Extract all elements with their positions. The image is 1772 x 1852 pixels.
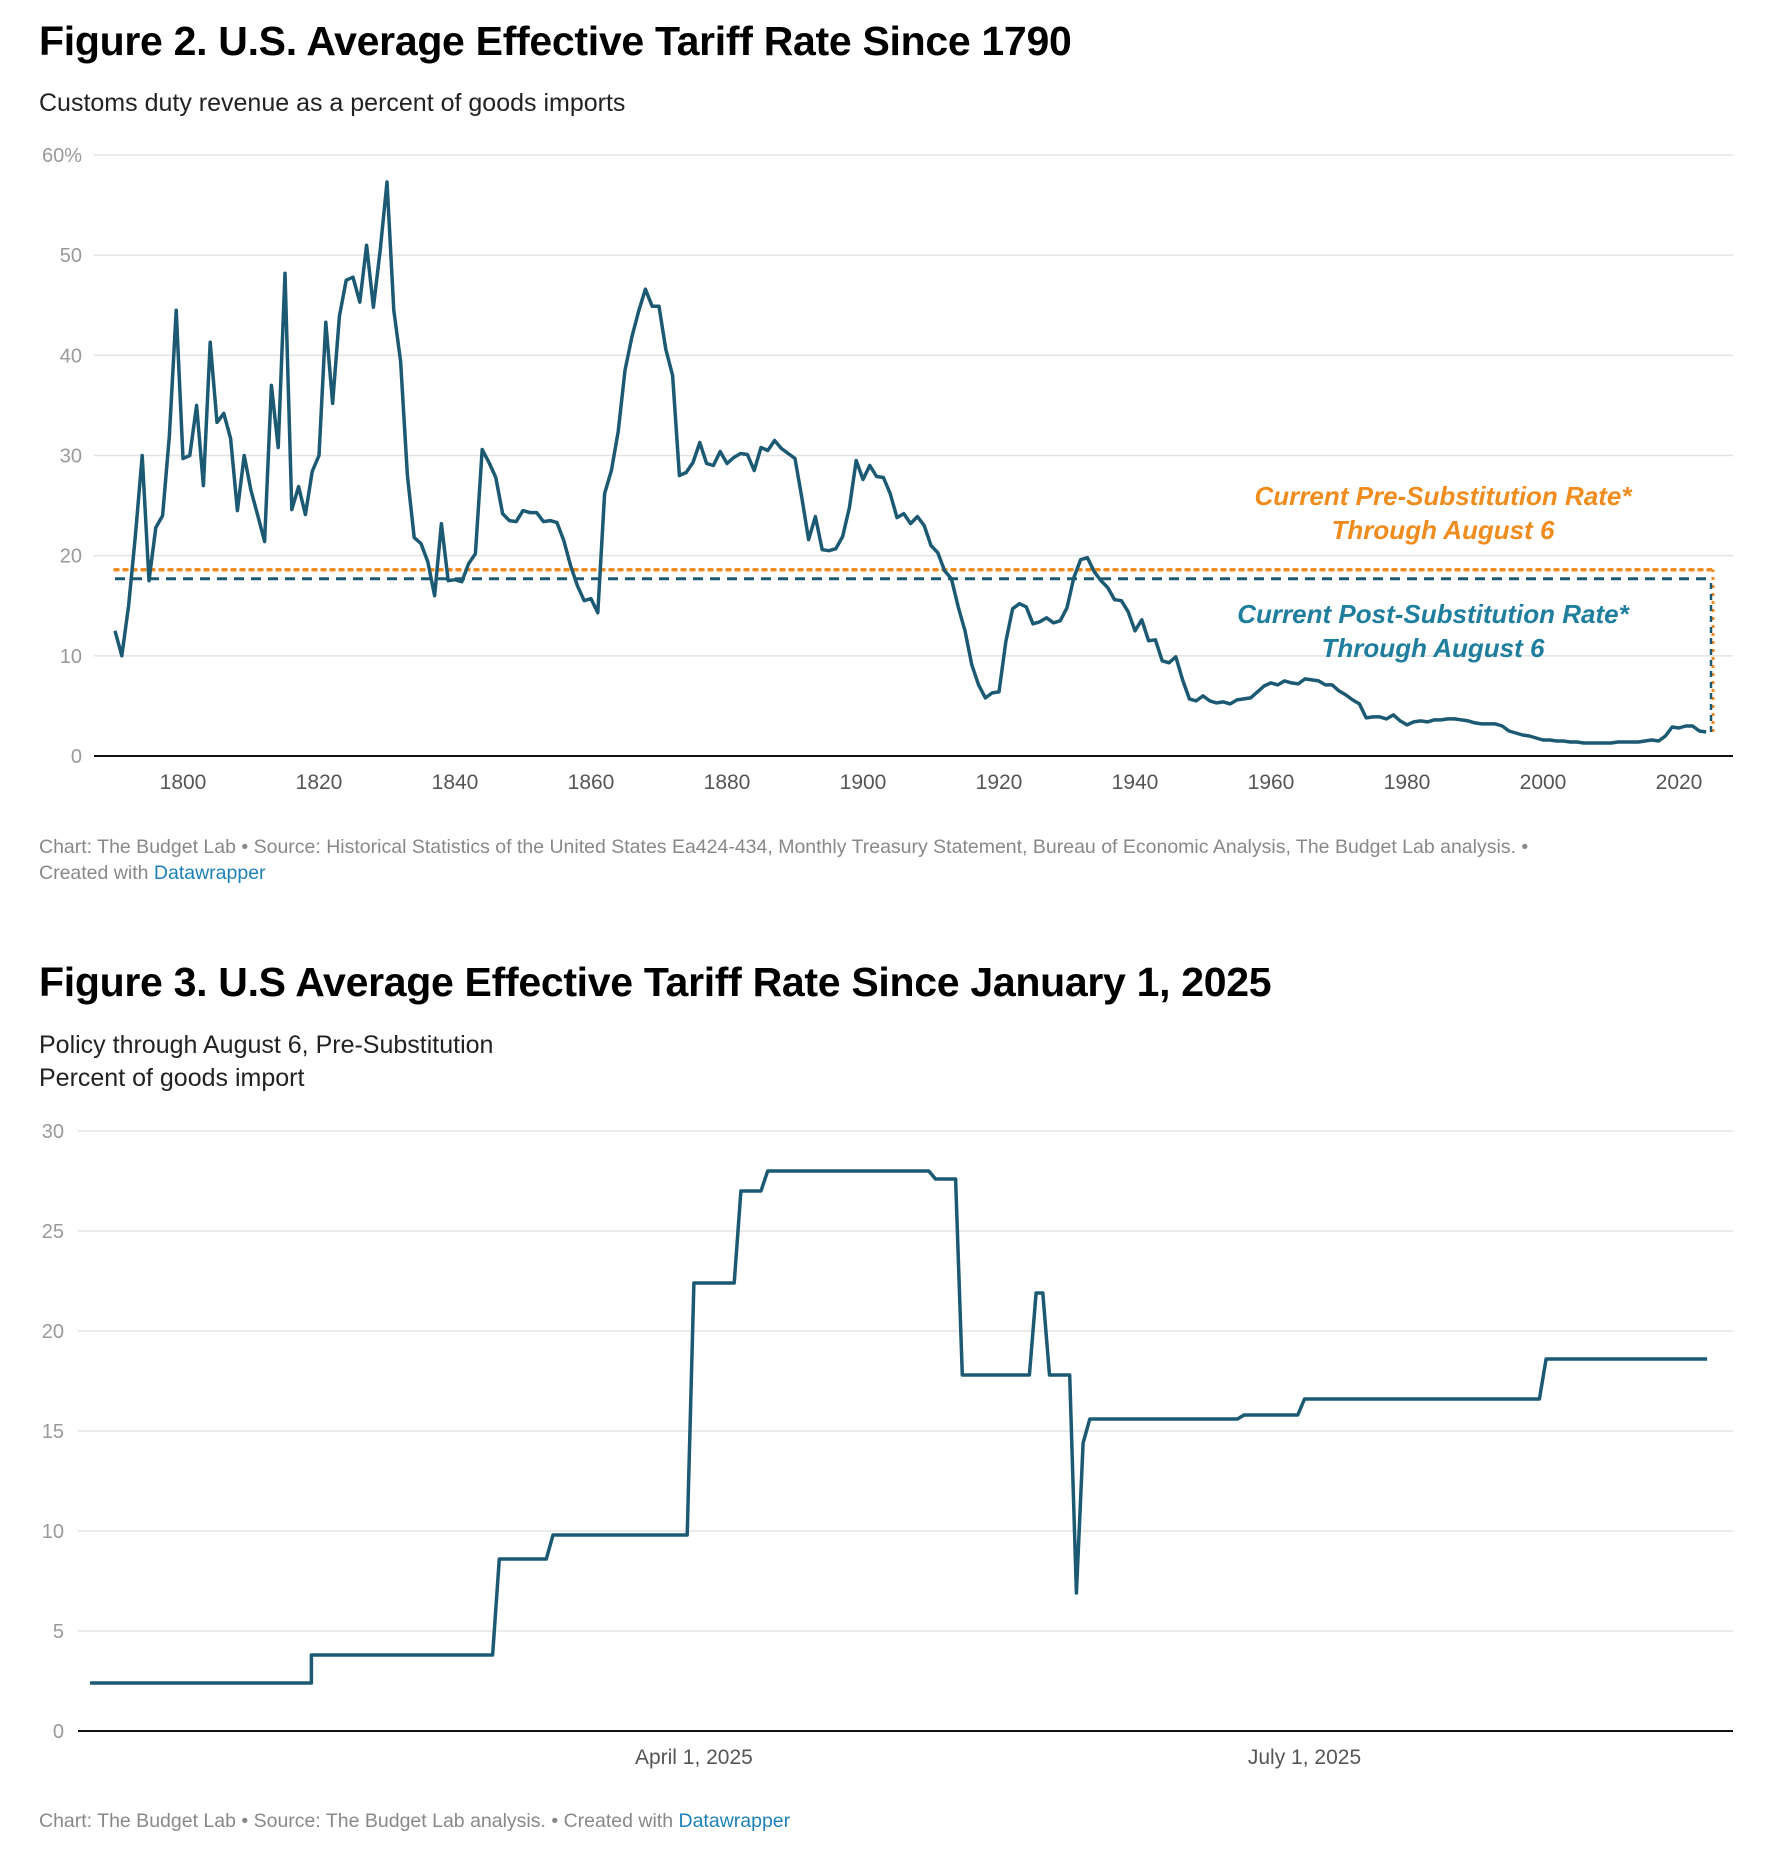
y-tick-label: 25 (42, 1221, 64, 1243)
y-tick-label: 20 (42, 1321, 64, 1343)
figure3-source: Chart: The Budget Lab • Source: The Budg… (39, 1810, 790, 1833)
pre-substitution-sublabel: Through August 6 (1332, 515, 1555, 545)
x-tick-label: 1820 (296, 771, 343, 794)
x-tick-label: April 1, 2025 (635, 1746, 753, 1769)
post-substitution-sublabel: Through August 6 (1322, 633, 1545, 663)
y-tick-label: 40 (60, 345, 82, 367)
x-tick-label: 1900 (840, 771, 887, 794)
pre-substitution-label: Current Pre-Substitution Rate* (1254, 481, 1633, 511)
y-tick-label: 15 (42, 1421, 64, 1443)
tariff-rate-2025-line (90, 1169, 1708, 1685)
x-tick-label: 1940 (1112, 771, 1159, 794)
y-tick-label: 0 (71, 746, 82, 768)
y-tick-label: 10 (60, 646, 82, 668)
y-tick-label: 60% (42, 145, 82, 167)
y-tick-label: 0 (53, 1721, 64, 1743)
x-tick-label: 2020 (1656, 771, 1703, 794)
y-tick-label: 5 (53, 1621, 64, 1643)
figure3-subtitle-2: Percent of goods import (39, 1064, 305, 1092)
x-tick-label: 1920 (976, 771, 1023, 794)
datawrapper-link[interactable]: Datawrapper (153, 862, 266, 884)
created-with-text: Created with (39, 862, 149, 884)
tariff-rate-line (113, 180, 1707, 745)
y-tick-label: 30 (60, 446, 82, 468)
x-tick-label: 1860 (568, 771, 615, 794)
figure2-title: Figure 2. U.S. Average Effective Tariff … (39, 18, 1072, 64)
datawrapper-link[interactable]: Datawrapper (678, 1810, 791, 1832)
x-tick-label: 1880 (704, 771, 751, 794)
figure3-subtitle-1: Policy through August 6, Pre-Substitutio… (39, 1031, 494, 1059)
x-tick-label: 1960 (1248, 771, 1295, 794)
figure2-source: Chart: The Budget Lab • Source: Historic… (39, 836, 1529, 858)
y-tick-label: 30 (42, 1121, 64, 1143)
figure3-source-text: Chart: The Budget Lab • Source: The Budg… (39, 1810, 674, 1832)
x-tick-label: 1980 (1384, 771, 1431, 794)
y-tick-label: 50 (60, 245, 82, 267)
figure2-credit: Created with Datawrapper (39, 862, 266, 885)
x-tick-label: July 1, 2025 (1248, 1746, 1361, 1769)
x-tick-label: 2000 (1520, 771, 1567, 794)
figure2-subtitle: Customs duty revenue as a percent of goo… (39, 89, 626, 117)
figure3-title: Figure 3. U.S Average Effective Tariff R… (39, 959, 1272, 1005)
x-tick-label: 1800 (160, 771, 207, 794)
y-tick-label: 20 (60, 546, 82, 568)
post-substitution-label: Current Post-Substitution Rate* (1237, 599, 1630, 629)
y-tick-label: 10 (42, 1521, 64, 1543)
x-tick-label: 1840 (432, 771, 479, 794)
